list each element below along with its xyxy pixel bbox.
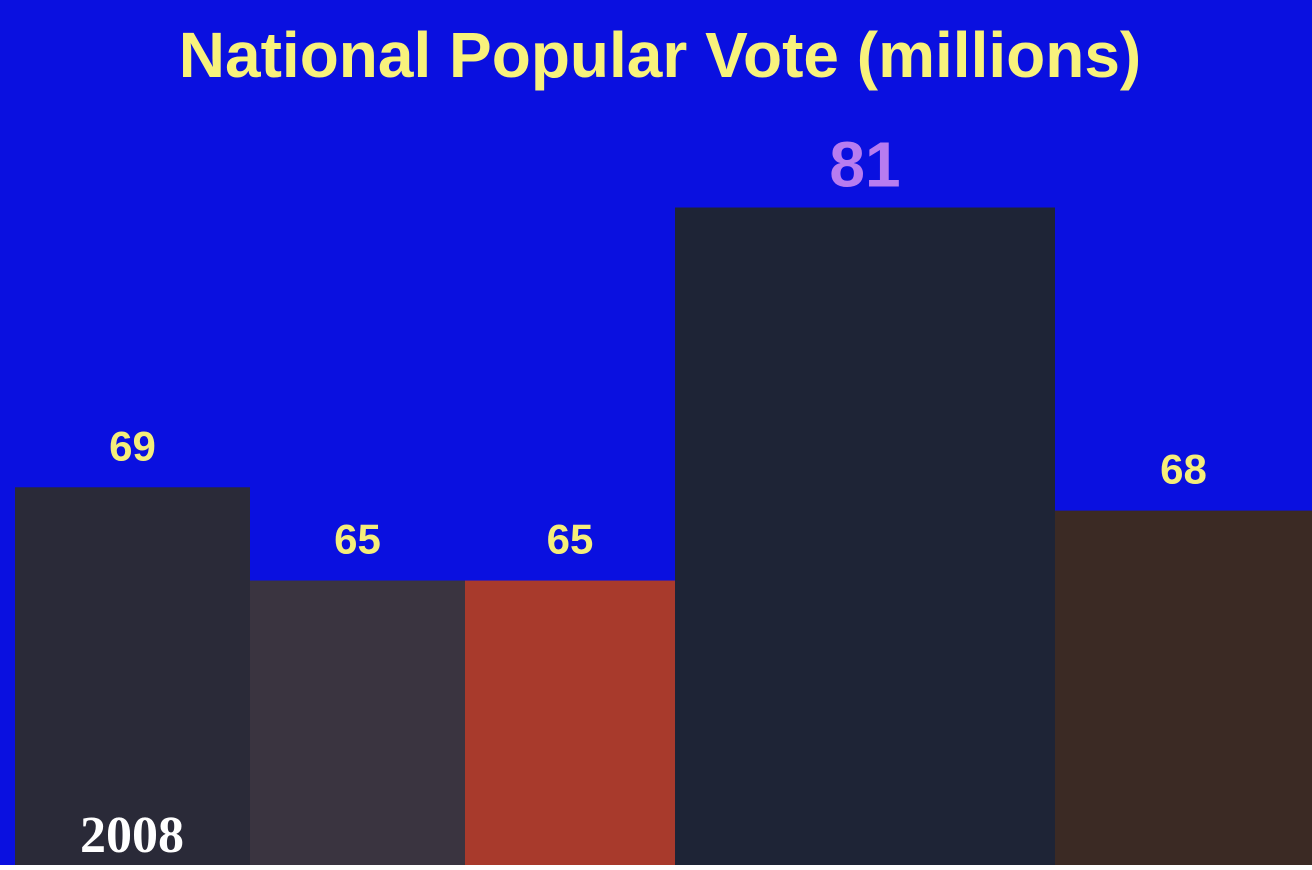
bar <box>675 207 1055 866</box>
bar <box>250 580 465 865</box>
value-label: 69 <box>109 422 156 469</box>
annotation: 2008 <box>80 807 184 864</box>
value-label: 81 <box>829 128 900 200</box>
value-label: 65 <box>334 516 381 563</box>
bar <box>15 487 250 865</box>
bar <box>465 580 675 865</box>
chart-title: National Popular Vote (millions) <box>179 19 1141 91</box>
value-label: 65 <box>547 516 594 563</box>
value-label: 68 <box>1160 446 1207 493</box>
bar <box>1055 510 1312 865</box>
